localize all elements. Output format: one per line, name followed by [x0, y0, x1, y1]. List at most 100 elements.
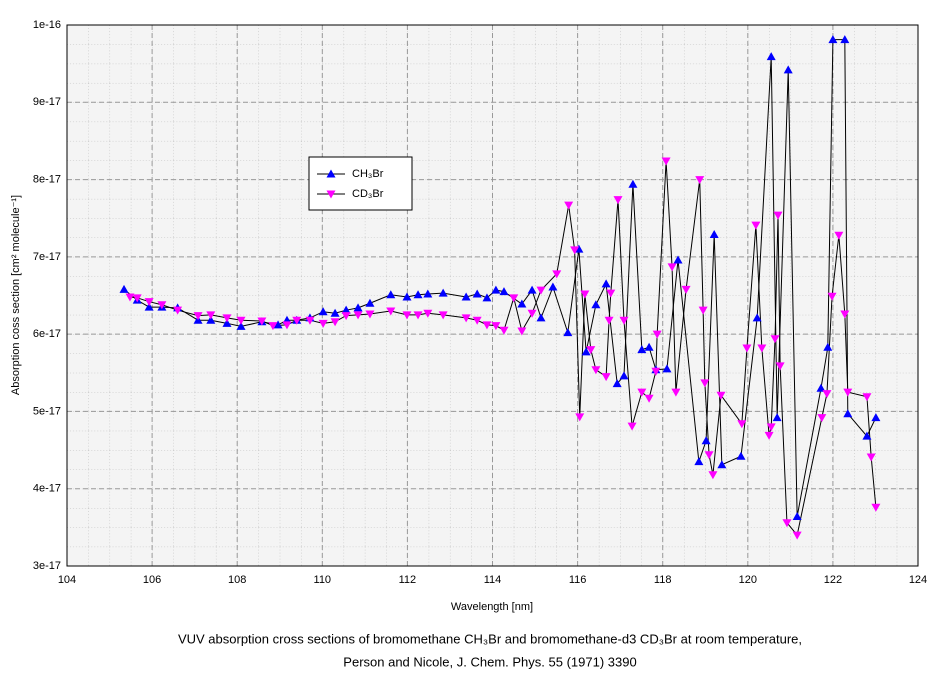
data-point [413, 290, 423, 299]
legend-label: CH₃Br [352, 168, 384, 180]
x-tick-label: 118 [654, 574, 672, 586]
data-point [652, 330, 662, 339]
data-point [695, 176, 705, 185]
data-point [591, 300, 601, 309]
data-point [667, 263, 677, 272]
data-point [268, 322, 278, 331]
data-point [491, 322, 501, 331]
data-point [472, 316, 482, 325]
data-point [341, 312, 351, 321]
data-point [628, 179, 638, 188]
data-point [482, 321, 492, 330]
data-point [386, 290, 396, 299]
x-axis-title: Wavelength [nm] [451, 601, 533, 613]
legend-label: CD₃Br [352, 188, 384, 200]
data-point [717, 460, 727, 469]
data-point [365, 298, 375, 307]
data-point [499, 326, 509, 335]
data-point [601, 373, 611, 382]
data-point [866, 453, 876, 462]
data-point [694, 457, 704, 466]
data-point [144, 302, 154, 311]
data-point [637, 345, 647, 354]
y-tick-label: 6e-17 [33, 328, 61, 340]
data-point [862, 431, 872, 440]
data-point [536, 286, 546, 295]
data-point [330, 308, 340, 317]
data-point [773, 211, 783, 220]
data-point [423, 309, 433, 318]
data-point [236, 321, 246, 330]
data-point [491, 285, 501, 294]
data-point [752, 313, 762, 322]
data-point [792, 512, 802, 521]
data-point [461, 292, 471, 301]
data-point [822, 390, 832, 399]
data-point [509, 294, 519, 303]
data-point [536, 313, 546, 322]
data-point [619, 371, 629, 380]
x-tick-label: 106 [143, 574, 161, 586]
data-point [840, 35, 850, 44]
data-point [681, 285, 691, 294]
data-point [438, 288, 448, 297]
caption: Person and Nicole, J. Chem. Phys. 55 (19… [343, 654, 636, 669]
data-point [517, 299, 527, 308]
data-point [438, 311, 448, 320]
data-point [206, 315, 216, 324]
y-tick-label: 3e-17 [33, 560, 61, 572]
data-point [132, 294, 142, 303]
data-point [581, 347, 591, 356]
data-point [341, 305, 351, 314]
data-point [619, 316, 629, 325]
y-tick-label: 7e-17 [33, 251, 61, 263]
x-tick-label: 108 [228, 574, 246, 586]
data-point [580, 290, 590, 299]
data-point [353, 311, 363, 320]
y-tick-label: 9e-17 [33, 96, 61, 108]
x-tick-label: 110 [314, 574, 332, 586]
data-point [402, 292, 412, 301]
y-tick-label: 4e-17 [33, 483, 61, 495]
data-point [461, 314, 471, 323]
data-point [644, 342, 654, 351]
data-point [637, 388, 647, 397]
data-point [827, 292, 837, 301]
data-point [700, 379, 710, 388]
data-point [708, 471, 718, 480]
data-point [871, 413, 881, 422]
data-point [402, 311, 412, 320]
data-point [318, 319, 328, 328]
data-point [698, 306, 708, 315]
data-point [548, 282, 558, 291]
data-point [751, 221, 761, 230]
data-point [651, 367, 661, 376]
x-tick-label: 112 [399, 574, 417, 586]
data-point [144, 298, 154, 307]
data-point [173, 306, 183, 315]
data-point [862, 393, 872, 402]
x-tick-label: 114 [484, 574, 502, 586]
data-point [552, 270, 562, 279]
data-point [834, 231, 844, 240]
data-point [716, 391, 726, 400]
data-point [709, 229, 719, 238]
data-point [318, 307, 328, 316]
data-point [365, 310, 375, 319]
data-point [757, 344, 767, 353]
data-point [517, 327, 527, 336]
x-tick-label: 116 [569, 574, 587, 586]
data-point [564, 201, 574, 210]
data-point [742, 344, 752, 353]
y-tick-label: 8e-17 [33, 173, 61, 185]
data-point [606, 289, 616, 298]
data-point [305, 316, 315, 325]
data-point [817, 414, 827, 423]
data-point [193, 312, 203, 321]
data-point [119, 284, 129, 293]
data-point [499, 287, 509, 296]
legend-marker [326, 169, 336, 178]
data-point [823, 342, 833, 351]
data-point [575, 413, 585, 422]
y-tick-label: 5e-17 [33, 405, 61, 417]
